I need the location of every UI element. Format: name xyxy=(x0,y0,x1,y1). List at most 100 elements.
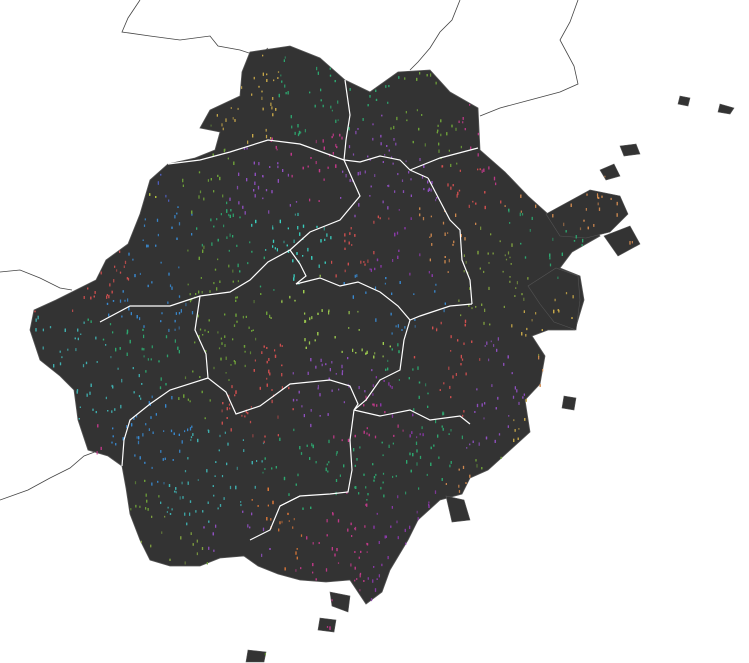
settlement-dot xyxy=(497,337,499,341)
settlement-dot xyxy=(217,331,219,334)
settlement-dot xyxy=(404,227,406,230)
settlement-dot xyxy=(445,483,447,485)
settlement-dot xyxy=(363,404,365,407)
settlement-dot xyxy=(387,556,389,560)
settlement-dot xyxy=(108,313,110,317)
settlement-dot xyxy=(152,431,154,434)
settlement-dot xyxy=(278,93,280,98)
settlement-dot xyxy=(405,111,407,114)
settlement-dot xyxy=(302,507,304,510)
settlement-dot xyxy=(148,401,150,404)
settlement-dot xyxy=(404,326,406,329)
settlement-dot xyxy=(419,433,421,436)
settlement-dot xyxy=(236,185,239,190)
settlement-dot xyxy=(487,252,489,255)
settlement-dot xyxy=(423,188,425,191)
settlement-dot xyxy=(160,320,162,323)
settlement-dot xyxy=(397,255,399,259)
settlement-dot xyxy=(212,153,214,157)
settlement-dot xyxy=(376,258,379,262)
settlement-dot xyxy=(160,501,162,504)
settlement-dot xyxy=(315,365,317,369)
settlement-dot xyxy=(242,439,244,441)
settlement-dot xyxy=(373,355,375,359)
settlement-dot xyxy=(433,444,435,447)
settlement-dot xyxy=(538,355,540,360)
settlement-dot xyxy=(215,524,217,528)
settlement-dot xyxy=(296,548,298,550)
settlement-dot xyxy=(295,551,297,555)
settlement-dot xyxy=(511,324,513,328)
settlement-dot xyxy=(161,312,163,315)
settlement-dot xyxy=(370,185,372,188)
settlement-dot xyxy=(325,568,328,572)
settlement-dot xyxy=(90,296,92,300)
settlement-dot xyxy=(491,384,493,387)
settlement-dot xyxy=(557,309,559,311)
settlement-dot xyxy=(350,563,352,567)
settlement-dot xyxy=(172,459,174,461)
settlement-dot xyxy=(597,195,599,199)
settlement-dot xyxy=(466,447,468,449)
settlement-dot xyxy=(456,194,458,198)
settlement-dot xyxy=(271,467,273,470)
settlement-dot xyxy=(391,292,393,295)
settlement-dot xyxy=(287,512,289,515)
settlement-dot xyxy=(356,274,358,278)
settlement-dot xyxy=(443,382,445,385)
settlement-dot xyxy=(552,237,554,241)
settlement-dot xyxy=(243,147,246,150)
settlement-dot xyxy=(523,310,525,313)
offshore-islands xyxy=(245,95,735,663)
settlement-dot xyxy=(319,415,321,417)
settlement-dot xyxy=(336,451,338,454)
settlement-dot xyxy=(226,201,228,205)
settlement-dot xyxy=(252,434,254,438)
settlement-dot xyxy=(223,497,225,500)
settlement-dot xyxy=(416,510,418,514)
settlement-dot xyxy=(59,350,61,353)
settlement-dot xyxy=(274,349,276,352)
settlement-dot xyxy=(287,227,289,230)
settlement-dot xyxy=(382,161,384,163)
settlement-dot xyxy=(209,399,211,402)
settlement-dot xyxy=(265,134,268,139)
settlement-dot xyxy=(212,532,214,536)
settlement-dot xyxy=(398,379,400,381)
settlement-dot xyxy=(435,81,437,85)
settlement-dot xyxy=(146,499,148,503)
settlement-dot xyxy=(549,257,551,260)
settlement-dot xyxy=(444,260,446,264)
settlement-dot xyxy=(354,566,356,570)
settlement-dot xyxy=(111,441,113,444)
settlement-dot xyxy=(409,434,411,438)
settlement-dot xyxy=(351,179,353,183)
settlement-dot xyxy=(310,358,312,362)
settlement-dot xyxy=(461,435,463,440)
settlement-dot xyxy=(309,457,311,460)
settlement-dot xyxy=(442,411,444,414)
settlement-dot xyxy=(405,160,407,163)
settlement-dot xyxy=(151,482,153,486)
settlement-dot xyxy=(279,219,281,224)
settlement-dot xyxy=(246,178,248,182)
settlement-dot xyxy=(243,449,245,452)
settlement-dot xyxy=(523,393,525,396)
settlement-dot xyxy=(213,366,215,370)
settlement-dot xyxy=(405,491,407,495)
settlement-dot xyxy=(486,341,488,345)
settlement-dot xyxy=(438,142,440,146)
settlement-dot xyxy=(438,456,440,459)
settlement-dot xyxy=(430,446,432,450)
settlement-dot xyxy=(123,265,125,268)
settlement-dot xyxy=(293,274,295,278)
settlement-dot xyxy=(419,158,421,161)
settlement-dot xyxy=(347,438,350,442)
settlement-dot xyxy=(328,377,330,380)
settlement-dot xyxy=(440,133,442,137)
settlement-dot xyxy=(391,156,393,159)
settlement-dot xyxy=(325,363,327,366)
settlement-dot xyxy=(293,277,295,281)
settlement-dot xyxy=(444,302,446,305)
settlement-dot xyxy=(119,271,122,274)
